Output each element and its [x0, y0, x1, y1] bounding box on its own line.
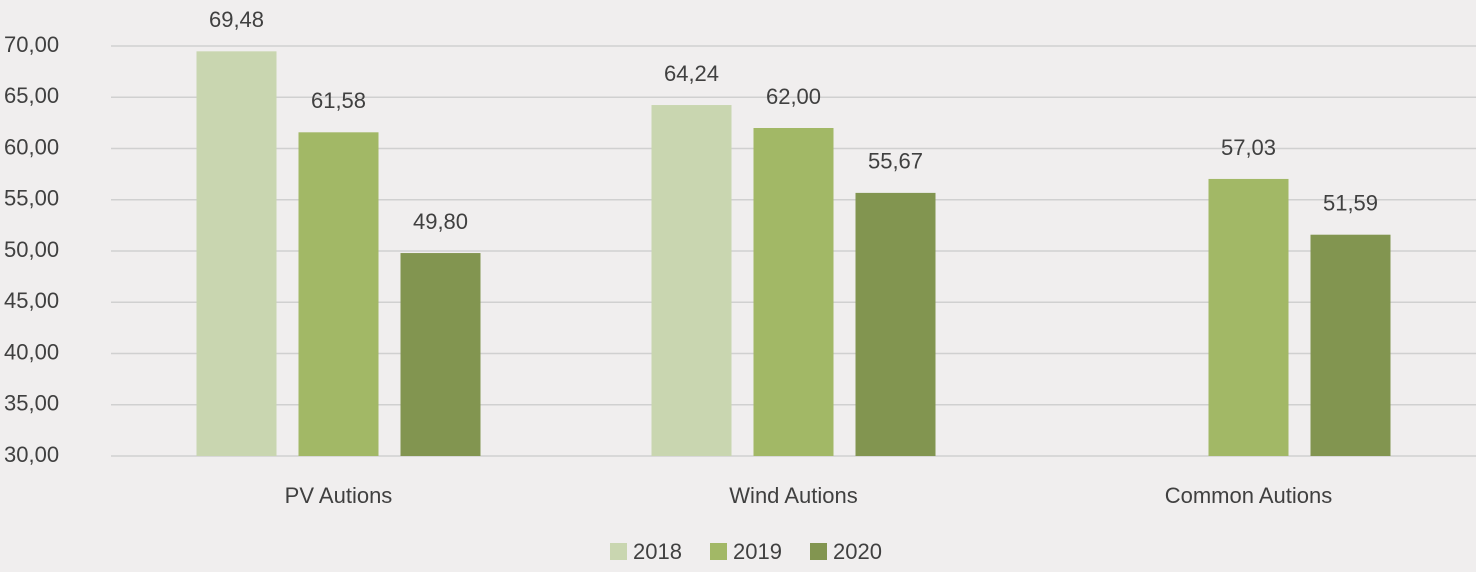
bar: [651, 105, 732, 456]
bar: [1208, 178, 1289, 456]
x-tick-label: Wind Autions: [729, 483, 857, 508]
y-tick-label: 50,00: [4, 237, 59, 262]
legend-swatch: [810, 543, 827, 560]
bar: [196, 51, 277, 457]
value-label: 69,48: [209, 7, 264, 32]
legend-label: 2018: [633, 539, 682, 564]
y-tick-label: 30,00: [4, 442, 59, 467]
x-tick-label: PV Autions: [285, 483, 393, 508]
y-tick-label: 40,00: [4, 339, 59, 364]
bar: [855, 192, 936, 456]
y-tick-label: 70,00: [4, 32, 59, 57]
value-label: 61,58: [311, 88, 366, 113]
y-tick-label: 65,00: [4, 83, 59, 108]
legend-label: 2019: [733, 539, 782, 564]
legend-swatch: [710, 543, 727, 560]
value-label: 62,00: [766, 84, 821, 109]
bar: [753, 128, 834, 456]
legend-label: 2020: [833, 539, 882, 564]
bar: [400, 253, 481, 456]
y-tick-label: 45,00: [4, 288, 59, 313]
value-label: 55,67: [868, 149, 923, 174]
bar: [1310, 234, 1391, 456]
y-tick-label: 35,00: [4, 391, 59, 416]
y-tick-label: 60,00: [4, 134, 59, 159]
value-label: 51,59: [1323, 191, 1378, 216]
value-label: 49,80: [413, 209, 468, 234]
value-label: 64,24: [664, 61, 719, 86]
value-label: 57,03: [1221, 135, 1276, 160]
legend-swatch: [610, 543, 627, 560]
y-tick-label: 55,00: [4, 186, 59, 211]
x-tick-label: Common Autions: [1165, 483, 1333, 508]
bar: [298, 132, 379, 456]
